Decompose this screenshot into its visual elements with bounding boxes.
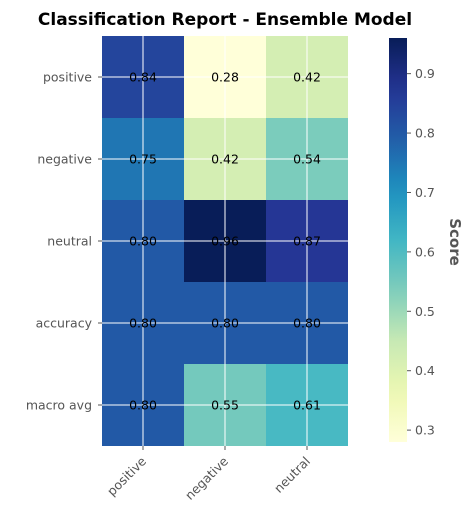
colorbar-tick-label: 0.3: [415, 423, 435, 438]
cell-label: 0.96: [211, 234, 239, 249]
grid-lines: [102, 36, 348, 446]
cell-label: 0.61: [293, 398, 321, 413]
cell-label: 0.80: [129, 316, 157, 331]
y-tick-label: macro avg: [26, 398, 92, 413]
colorbar-tick-label: 0.6: [415, 244, 435, 259]
colorbar-gradient: [389, 38, 407, 442]
x-tick-label: positive: [104, 453, 149, 498]
x-tick-label: negative: [182, 453, 231, 502]
cell-labels: 0.84 0.28 0.42 0.75 0.42 0.54 0.80 0.96 0.87 0.80…: [129, 70, 321, 413]
colorbar-tick-label: 0.8: [415, 126, 435, 141]
cell-label: 0.42: [211, 152, 239, 167]
colorbar-tick-label: 0.7: [415, 185, 435, 200]
cell-label: 0.80: [129, 234, 157, 249]
y-tick-label: positive: [43, 70, 92, 85]
y-tick-label: neutral: [47, 234, 92, 249]
chart-title: Classification Report - Ensemble Model: [38, 10, 412, 30]
y-tick-label: negative: [37, 152, 92, 167]
cell-label: 0.54: [293, 152, 321, 167]
cell-label: 0.80: [129, 398, 157, 413]
cell-label: 0.28: [211, 70, 239, 85]
cell-label: 0.87: [293, 234, 321, 249]
cell-label: 0.42: [293, 70, 321, 85]
y-axis: positive negative neutral accuracy macro avg: [26, 70, 102, 413]
cell-label: 0.55: [211, 398, 239, 413]
cell-label: 0.84: [129, 70, 157, 85]
colorbar-tick-label: 0.9: [415, 66, 435, 81]
colorbar-tick-label: 0.4: [415, 363, 435, 378]
y-tick-label: accuracy: [36, 316, 93, 331]
colorbar-label: Score: [446, 218, 464, 266]
colorbar: 0.3 0.4 0.5 0.6 0.7 0.8 0.9: [389, 38, 435, 442]
cell-label: 0.80: [293, 316, 321, 331]
cell-label: 0.75: [129, 152, 157, 167]
x-tick-label: neutral: [271, 454, 313, 496]
cell-label: 0.80: [211, 316, 239, 331]
x-axis: positive negative neutral: [104, 446, 313, 503]
colorbar-tick-label: 0.5: [415, 304, 435, 319]
